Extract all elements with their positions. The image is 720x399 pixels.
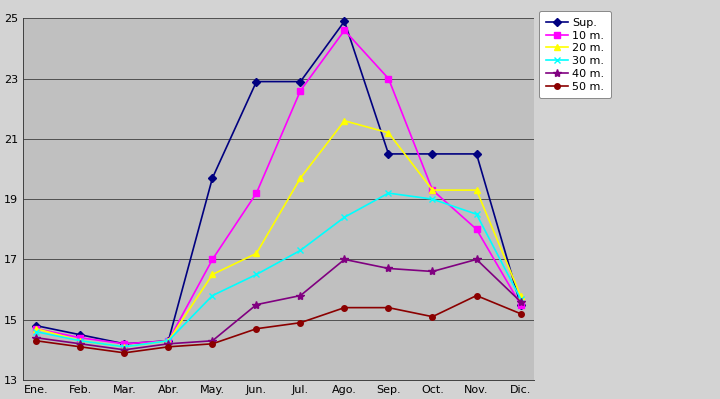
Sup. (32, 323, 40, 328)
50 m. (120, 350, 129, 355)
Sup. (296, 79, 305, 84)
Sup. (120, 342, 129, 346)
30 m. (32, 329, 40, 334)
20 m. (252, 251, 261, 256)
10 m. (252, 191, 261, 196)
20 m. (472, 188, 481, 192)
20 m. (428, 188, 437, 192)
10 m. (516, 302, 525, 307)
50 m. (296, 320, 305, 325)
Sup. (76, 332, 85, 337)
10 m. (340, 28, 348, 33)
30 m. (516, 296, 525, 301)
50 m. (164, 344, 173, 349)
50 m. (252, 326, 261, 331)
40 m. (296, 293, 305, 298)
10 m. (120, 342, 129, 346)
Line: 40 m.: 40 m. (32, 255, 525, 354)
Sup. (208, 176, 217, 180)
Sup. (340, 19, 348, 24)
30 m. (296, 248, 305, 253)
10 m. (32, 326, 40, 331)
20 m. (340, 119, 348, 123)
20 m. (32, 326, 40, 331)
30 m. (472, 212, 481, 217)
40 m. (120, 348, 129, 352)
40 m. (252, 302, 261, 307)
40 m. (76, 342, 85, 346)
40 m. (340, 257, 348, 262)
10 m. (164, 338, 173, 343)
50 m. (76, 344, 85, 349)
50 m. (472, 293, 481, 298)
30 m. (120, 344, 129, 349)
Legend: Sup., 10 m., 20 m., 30 m., 40 m., 50 m.: Sup., 10 m., 20 m., 30 m., 40 m., 50 m. (539, 11, 611, 98)
10 m. (472, 227, 481, 232)
50 m. (428, 314, 437, 319)
10 m. (428, 188, 437, 192)
Line: Sup.: Sup. (34, 18, 523, 347)
20 m. (164, 338, 173, 343)
40 m. (516, 299, 525, 304)
Sup. (384, 152, 393, 156)
40 m. (208, 338, 217, 343)
50 m. (208, 342, 217, 346)
50 m. (340, 305, 348, 310)
Sup. (164, 338, 173, 343)
30 m. (76, 338, 85, 343)
20 m. (76, 338, 85, 343)
40 m. (164, 342, 173, 346)
30 m. (208, 293, 217, 298)
20 m. (208, 272, 217, 277)
Line: 20 m.: 20 m. (33, 117, 524, 350)
30 m. (428, 197, 437, 201)
Line: 30 m.: 30 m. (33, 190, 524, 350)
40 m. (384, 266, 393, 271)
Line: 10 m.: 10 m. (34, 28, 523, 347)
10 m. (208, 257, 217, 262)
20 m. (384, 130, 393, 135)
50 m. (32, 338, 40, 343)
20 m. (516, 293, 525, 298)
10 m. (76, 336, 85, 340)
40 m. (428, 269, 437, 274)
10 m. (296, 88, 305, 93)
30 m. (384, 191, 393, 196)
Sup. (516, 302, 525, 307)
20 m. (296, 176, 305, 180)
50 m. (384, 305, 393, 310)
Line: 50 m.: 50 m. (34, 293, 523, 356)
30 m. (164, 338, 173, 343)
30 m. (252, 272, 261, 277)
20 m. (120, 344, 129, 349)
Sup. (428, 152, 437, 156)
40 m. (32, 336, 40, 340)
40 m. (472, 257, 481, 262)
30 m. (340, 215, 348, 219)
10 m. (384, 76, 393, 81)
Sup. (252, 79, 261, 84)
Sup. (472, 152, 481, 156)
50 m. (516, 311, 525, 316)
